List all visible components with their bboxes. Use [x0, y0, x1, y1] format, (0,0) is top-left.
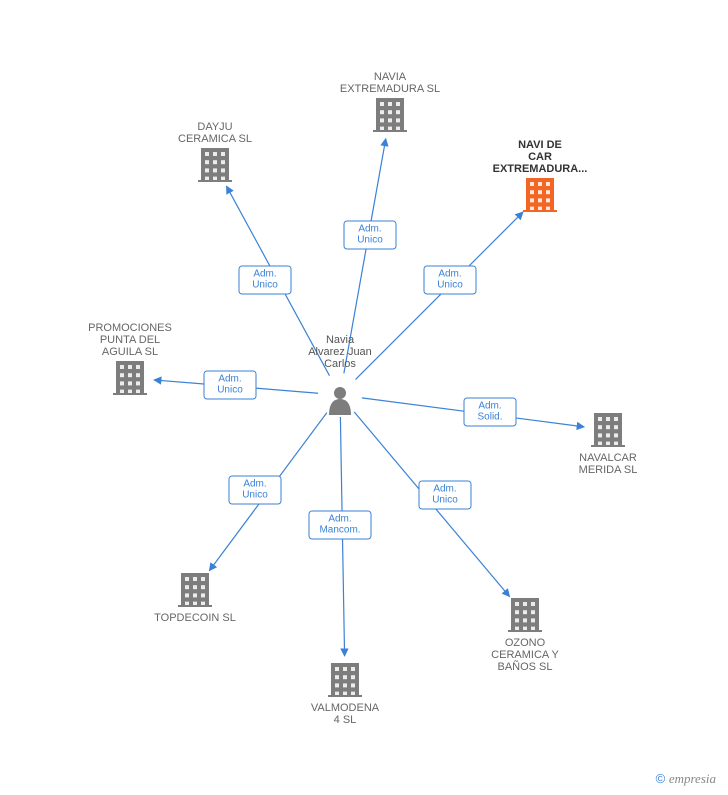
copyright-symbol: © — [656, 771, 666, 786]
svg-text:AGUILA SL: AGUILA SL — [102, 346, 158, 358]
person-icon — [329, 387, 351, 415]
svg-text:Adm.: Adm. — [433, 484, 456, 495]
edge-label-ozono: Adm.Unico — [419, 481, 471, 509]
svg-text:BAÑOS SL: BAÑOS SL — [497, 660, 552, 673]
svg-text:OZONO: OZONO — [505, 637, 546, 649]
building-icon-navia_ext — [373, 98, 407, 139]
svg-text:CERAMICA SL: CERAMICA SL — [178, 133, 252, 145]
edge-label-navia_ext: Adm.Unico — [344, 221, 396, 249]
svg-text:Unico: Unico — [242, 490, 268, 501]
edge-label-dayju: Adm.Unico — [239, 266, 291, 294]
svg-text:NAVALCAR: NAVALCAR — [579, 452, 637, 464]
svg-text:Navia: Navia — [326, 334, 355, 346]
svg-text:Adm.: Adm. — [358, 224, 381, 235]
footer-credit: © empresia — [656, 771, 716, 787]
svg-text:NAVI DE: NAVI DE — [518, 139, 562, 151]
edge-label-navalcar: Adm.Solid. — [464, 398, 516, 426]
svg-text:Adm.: Adm. — [328, 514, 351, 525]
building-icon-valmodena — [328, 663, 362, 704]
building-icon-dayju — [198, 148, 232, 189]
svg-text:PUNTA DEL: PUNTA DEL — [100, 334, 160, 346]
svg-text:Adm.: Adm. — [243, 479, 266, 490]
svg-text:Unico: Unico — [432, 495, 458, 506]
svg-text:CAR: CAR — [528, 151, 552, 163]
svg-text:Adm.: Adm. — [478, 401, 501, 412]
svg-text:Adm.: Adm. — [253, 269, 276, 280]
edge-label-promociones: Adm.Unico — [204, 371, 256, 399]
network-diagram: Adm.UnicoAdm.UnicoAdm.UnicoAdm.UnicoAdm.… — [0, 0, 728, 795]
node-label-ozono: OZONOCERAMICA YBAÑOS SL — [491, 637, 559, 673]
center-label: NaviaAlvarez JuanCarlos — [308, 334, 372, 370]
node-label-navia_ext: NAVIAEXTREMADURA SL — [340, 71, 440, 95]
edge-label-valmodena: Adm.Mancom. — [309, 511, 371, 539]
svg-text:CERAMICA Y: CERAMICA Y — [491, 649, 559, 661]
svg-text:TOPDECOIN SL: TOPDECOIN SL — [154, 612, 236, 624]
node-label-navidecar: NAVI DECAREXTREMADURA... — [493, 139, 588, 175]
svg-text:Adm.: Adm. — [438, 269, 461, 280]
building-icon-navalcar — [591, 413, 625, 454]
building-icon-navidecar — [523, 178, 557, 219]
svg-text:Unico: Unico — [217, 385, 243, 396]
building-icon-topdecoin — [178, 573, 212, 614]
svg-text:DAYJU: DAYJU — [197, 121, 232, 133]
node-label-topdecoin: TOPDECOIN SL — [154, 612, 236, 624]
svg-text:MERIDA SL: MERIDA SL — [579, 464, 638, 476]
building-icon-ozono — [508, 598, 542, 639]
svg-text:Unico: Unico — [437, 280, 463, 291]
node-label-dayju: DAYJUCERAMICA SL — [178, 121, 252, 145]
node-label-promociones: PROMOCIONESPUNTA DELAGUILA SL — [88, 322, 172, 358]
svg-text:Unico: Unico — [357, 235, 383, 246]
svg-text:Alvarez Juan: Alvarez Juan — [308, 346, 372, 358]
svg-text:EXTREMADURA SL: EXTREMADURA SL — [340, 83, 440, 95]
svg-text:Carlos: Carlos — [324, 358, 356, 370]
svg-text:Unico: Unico — [252, 280, 278, 291]
svg-text:4 SL: 4 SL — [334, 714, 357, 726]
building-icon-promociones — [113, 361, 147, 402]
edge-label-topdecoin: Adm.Unico — [229, 476, 281, 504]
node-label-navalcar: NAVALCARMERIDA SL — [579, 452, 638, 476]
svg-text:Adm.: Adm. — [218, 374, 241, 385]
svg-text:EXTREMADURA...: EXTREMADURA... — [493, 163, 588, 175]
svg-text:Solid.: Solid. — [477, 412, 502, 423]
svg-text:PROMOCIONES: PROMOCIONES — [88, 322, 172, 334]
brand-name: empresia — [669, 771, 716, 786]
node-label-valmodena: VALMODENA4 SL — [311, 702, 380, 726]
svg-text:NAVIA: NAVIA — [374, 71, 407, 83]
svg-text:VALMODENA: VALMODENA — [311, 702, 380, 714]
edge-label-navidecar: Adm.Unico — [424, 266, 476, 294]
svg-text:Mancom.: Mancom. — [319, 525, 360, 536]
